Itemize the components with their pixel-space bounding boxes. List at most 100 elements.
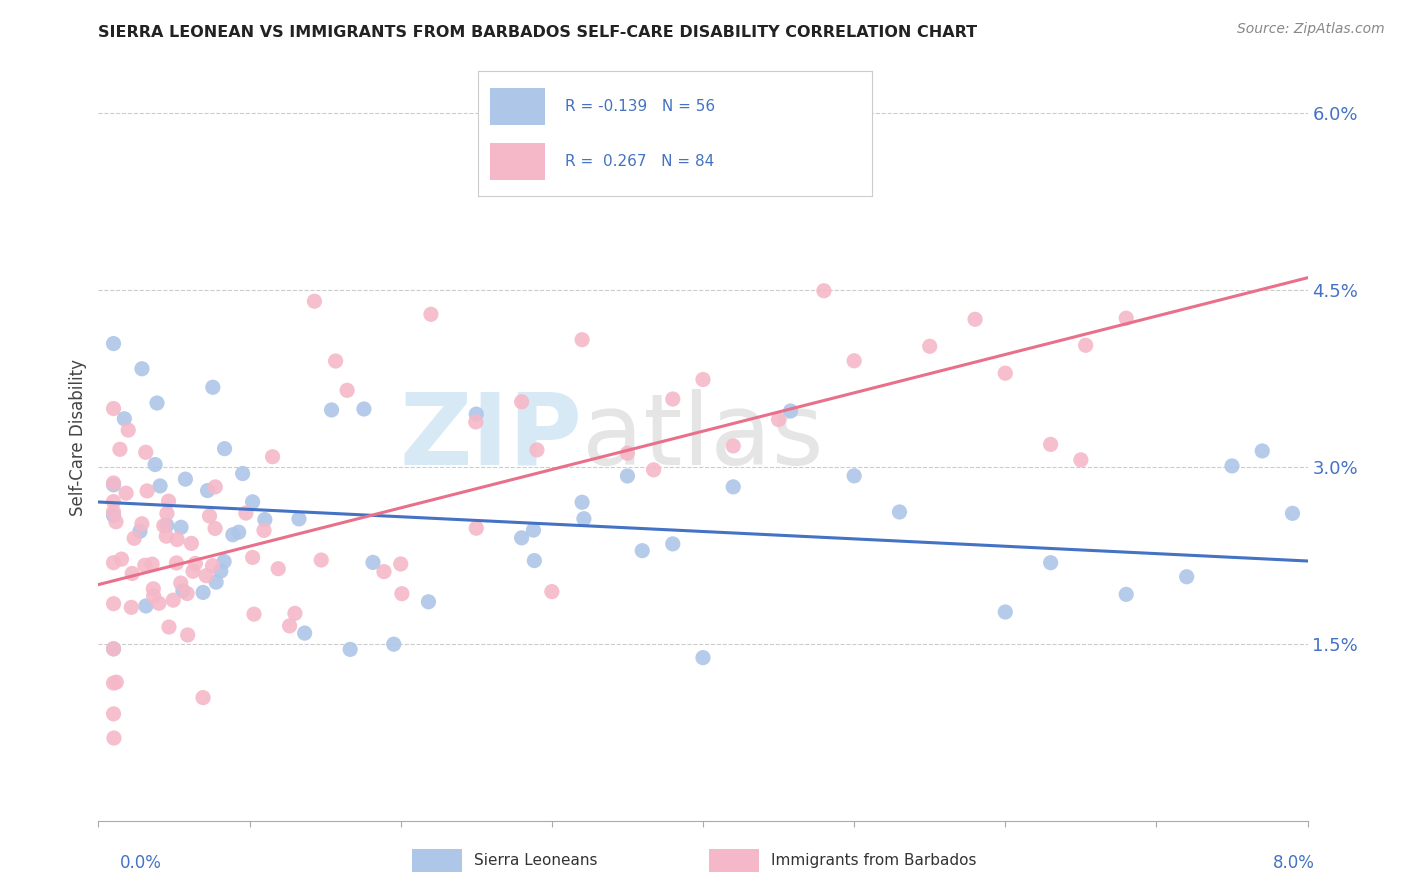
Text: Source: ZipAtlas.com: Source: ZipAtlas.com <box>1237 22 1385 37</box>
Point <box>103 478 125 492</box>
Point <box>267 562 290 576</box>
Point <box>889 505 911 519</box>
Point <box>616 446 638 460</box>
Point <box>191 585 214 599</box>
Point <box>103 641 125 656</box>
Point <box>1251 444 1274 458</box>
Point <box>170 520 193 534</box>
Point <box>205 575 228 590</box>
Point <box>232 467 254 481</box>
Point <box>510 531 533 545</box>
Point <box>304 294 326 309</box>
Text: ZIP: ZIP <box>399 389 582 485</box>
Point <box>235 506 257 520</box>
Point <box>162 593 184 607</box>
Point <box>692 372 714 386</box>
Point <box>288 512 311 526</box>
Point <box>103 476 125 491</box>
Point <box>420 307 443 321</box>
Point <box>204 521 226 535</box>
Point <box>166 533 188 547</box>
Point <box>191 690 214 705</box>
Point <box>212 554 235 568</box>
Point <box>242 550 264 565</box>
Point <box>571 333 593 347</box>
Point <box>156 507 179 521</box>
Point <box>1115 587 1137 601</box>
Point <box>201 558 224 573</box>
Point <box>103 641 125 656</box>
Point <box>465 521 488 535</box>
Point <box>1039 437 1062 451</box>
Point <box>136 483 159 498</box>
Point <box>115 486 138 500</box>
Point <box>262 450 284 464</box>
Point <box>353 402 375 417</box>
Point <box>723 480 745 494</box>
Point <box>103 336 125 351</box>
Point <box>336 384 359 398</box>
Point <box>510 394 533 409</box>
Point <box>965 312 987 326</box>
Point <box>121 566 143 581</box>
Point <box>209 564 232 578</box>
Point <box>108 442 131 457</box>
Point <box>321 403 343 417</box>
Point <box>129 524 152 538</box>
Point <box>309 553 332 567</box>
FancyBboxPatch shape <box>489 143 546 180</box>
Point <box>103 731 125 745</box>
Point <box>779 404 801 418</box>
Point <box>112 411 135 425</box>
Point <box>165 556 187 570</box>
Point <box>103 505 125 519</box>
Point <box>325 354 347 368</box>
Point <box>994 366 1017 380</box>
Point <box>228 525 250 540</box>
Point <box>180 536 202 550</box>
Point <box>571 495 593 509</box>
Point <box>523 553 546 567</box>
Point <box>813 284 835 298</box>
Point <box>142 589 165 603</box>
Point <box>994 605 1017 619</box>
Text: Sierra Leoneans: Sierra Leoneans <box>474 854 598 868</box>
Point <box>103 676 125 690</box>
Point <box>1039 556 1062 570</box>
Point <box>157 494 180 508</box>
Point <box>768 412 790 426</box>
Point <box>389 557 412 571</box>
Point <box>201 380 224 394</box>
Text: R = -0.139   N = 56: R = -0.139 N = 56 <box>565 99 714 114</box>
Point <box>339 642 361 657</box>
Point <box>253 512 276 526</box>
Point <box>382 637 405 651</box>
Point <box>110 552 132 566</box>
Point <box>661 392 683 406</box>
Point <box>143 458 166 472</box>
Point <box>197 483 219 498</box>
Point <box>103 494 125 508</box>
Point <box>1281 506 1303 520</box>
Point <box>1175 570 1198 584</box>
Point <box>131 361 153 376</box>
FancyBboxPatch shape <box>489 87 546 125</box>
Point <box>176 586 198 600</box>
Point <box>844 468 866 483</box>
Point <box>723 439 745 453</box>
Point <box>170 576 193 591</box>
Text: SIERRA LEONEAN VS IMMIGRANTS FROM BARBADOS SELF-CARE DISABILITY CORRELATION CHAR: SIERRA LEONEAN VS IMMIGRANTS FROM BARBAD… <box>98 25 977 40</box>
Point <box>692 650 714 665</box>
Point <box>155 529 177 543</box>
Point <box>278 619 301 633</box>
Point <box>631 543 654 558</box>
Point <box>184 557 207 571</box>
Point <box>643 463 665 477</box>
Point <box>172 583 194 598</box>
Point <box>198 508 221 523</box>
Point <box>148 596 170 610</box>
Point <box>391 587 413 601</box>
Point <box>1115 311 1137 326</box>
Point <box>1070 453 1092 467</box>
Point <box>135 599 157 613</box>
